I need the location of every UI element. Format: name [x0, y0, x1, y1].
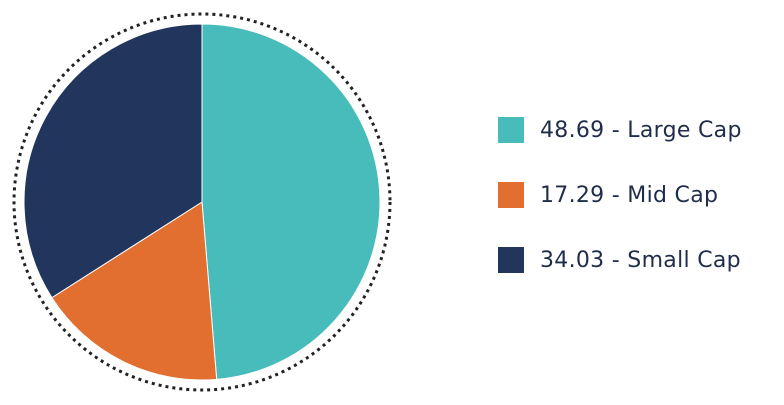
- legend-swatch: [498, 247, 524, 273]
- pie-chart: [12, 12, 392, 392]
- pie-slice-1: [51, 201, 218, 381]
- legend-swatch: [498, 182, 524, 208]
- pie-slice-0: [201, 23, 381, 380]
- legend: 48.69 - Large Cap 17.29 - Mid Cap 34.03 …: [498, 110, 784, 305]
- pie-slice-2: [23, 23, 203, 299]
- legend-label: 17.29 - Mid Cap: [540, 182, 719, 208]
- legend-item-large-cap: 48.69 - Large Cap: [498, 110, 784, 150]
- pie-slices: [23, 23, 381, 381]
- legend-swatch: [498, 117, 524, 143]
- legend-item-mid-cap: 17.29 - Mid Cap: [498, 175, 784, 215]
- legend-item-small-cap: 34.03 - Small Cap: [498, 240, 784, 280]
- dotted-outer-ring: [12, 12, 392, 392]
- legend-label: 34.03 - Small Cap: [540, 247, 741, 273]
- legend-label: 48.69 - Large Cap: [540, 117, 742, 143]
